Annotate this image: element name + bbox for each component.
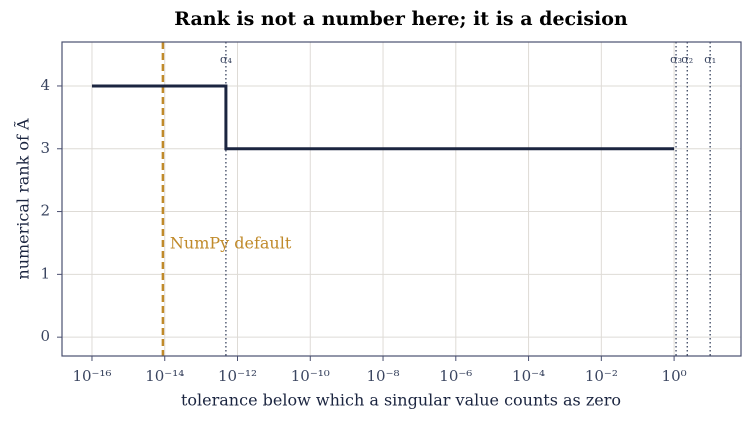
x-tick-label: 10⁻¹²	[218, 367, 257, 385]
x-tick-label: 10⁻⁸	[367, 367, 400, 385]
step-line	[91, 84, 675, 151]
y-tick-label: 1	[40, 264, 50, 282]
singular-value-label: σ₃	[670, 53, 682, 66]
x-tick-label: 10⁻¹⁴	[145, 367, 184, 385]
y-axis-label: numerical rank of Ã	[13, 118, 33, 280]
singular-value-label: σ₂	[681, 53, 693, 66]
x-axis-label: tolerance below which a singular value c…	[181, 391, 621, 410]
x-tick-label: 10⁻⁶	[439, 367, 472, 385]
y-tick-label: 2	[40, 202, 50, 220]
x-tick-label: 10⁻¹⁰	[291, 367, 330, 385]
singular-value-label: σ₄	[220, 53, 233, 66]
chart-title: Rank is not a number here; it is a decis…	[174, 8, 628, 30]
annotation-label: NumPy default	[170, 234, 292, 253]
x-tick-label: 10⁻¹⁶	[72, 367, 111, 385]
x-tick-label: 10⁰	[662, 367, 687, 385]
y-tick-label: 3	[40, 139, 50, 157]
plot-frame	[61, 41, 742, 357]
y-tick-label: 0	[40, 327, 50, 345]
y-tick-label: 4	[40, 76, 50, 94]
x-tick-label: 10⁻²	[585, 367, 618, 385]
singular-value-label: σ₁	[704, 53, 716, 66]
x-tick-label: 10⁻⁴	[512, 367, 545, 385]
